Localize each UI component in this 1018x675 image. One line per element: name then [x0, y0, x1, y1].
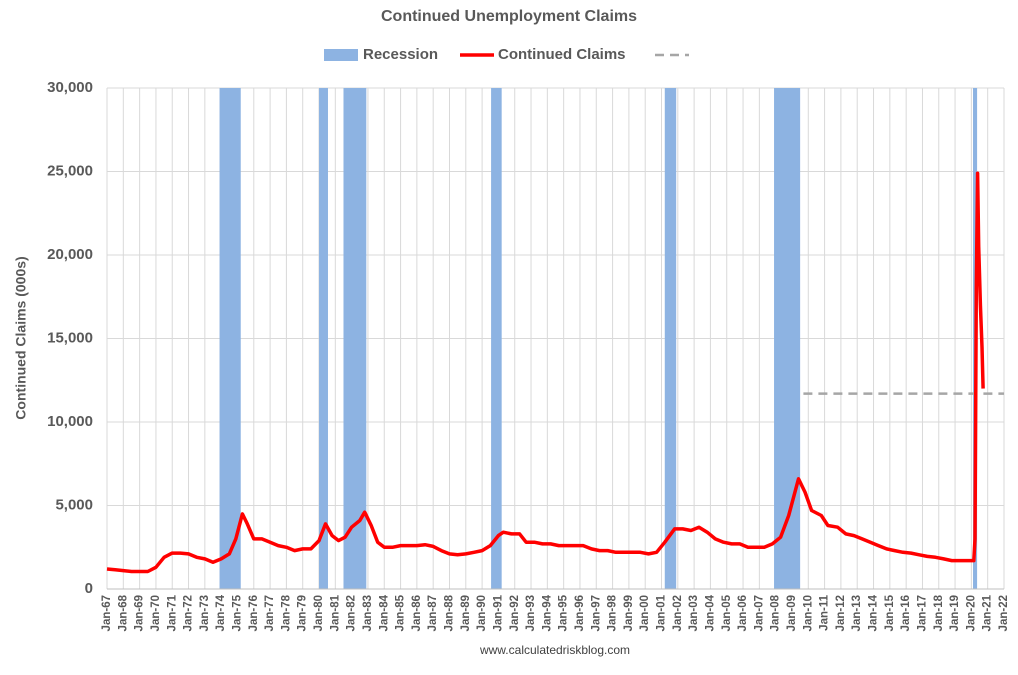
x-tick-label: Jan-07 [753, 595, 765, 631]
recession-band [664, 88, 677, 589]
x-tick-label: Jan-67 [101, 595, 113, 631]
x-tick-label: Jan-01 [656, 594, 668, 631]
y-axis-label: Continued Claims (000s) [13, 256, 29, 419]
x-tick-label: Jan-96 [574, 595, 586, 631]
recession-band [319, 88, 328, 589]
x-tick-label: Jan-75 [232, 594, 244, 631]
x-tick-label: Jan-18 [933, 594, 945, 631]
legend-label: Continued Claims [498, 46, 626, 63]
x-tick-label: Jan-78 [280, 594, 292, 631]
x-tick-label: Jan-84 [378, 594, 390, 631]
legend-label: Recession [363, 46, 438, 63]
recession-band [219, 88, 241, 589]
x-tick-label: Jan-11 [819, 594, 831, 630]
x-tick-label: Jan-70 [150, 595, 162, 631]
x-tick-label: Jan-98 [607, 594, 619, 631]
x-tick-label: Jan-73 [199, 595, 211, 631]
x-tick-label: Jan-91 [492, 594, 504, 631]
x-tick-label: Jan-77 [264, 595, 276, 631]
x-tick-label: Jan-88 [444, 594, 456, 631]
x-tick-label: Jan-68 [117, 594, 129, 631]
x-tick-label: Jan-79 [297, 595, 309, 631]
x-tick-label: Jan-93 [525, 595, 537, 631]
x-tick-label: Jan-87 [427, 595, 439, 631]
x-tick-label: Jan-09 [786, 595, 798, 631]
y-tick-label: 30,000 [47, 79, 93, 96]
x-tick-label: Jan-80 [313, 595, 325, 631]
x-tick-label: Jan-90 [476, 595, 488, 631]
y-tick-label: 5,000 [55, 496, 93, 513]
x-tick-label: Jan-00 [639, 595, 651, 631]
x-tick-label: Jan-04 [704, 594, 716, 631]
recession-band [343, 88, 367, 589]
x-tick-label: Jan-06 [737, 595, 749, 631]
x-tick-label: Jan-13 [851, 595, 863, 631]
x-tick-label: Jan-08 [770, 594, 782, 631]
x-tick-label: Jan-22 [998, 595, 1010, 631]
legend-swatch [324, 49, 358, 61]
x-tick-label: Jan-69 [134, 595, 146, 631]
x-tick-label: Jan-12 [835, 595, 847, 631]
x-tick-label: Jan-72 [183, 595, 195, 631]
recession-band [491, 88, 502, 589]
x-tick-label: Jan-76 [248, 595, 260, 631]
y-tick-label: 20,000 [47, 246, 93, 263]
y-tick-label: 10,000 [47, 413, 93, 430]
y-tick-label: 15,000 [47, 329, 93, 346]
x-tick-label: Jan-89 [460, 595, 472, 631]
x-tick-label: Jan-74 [215, 594, 227, 631]
x-tick-label: Jan-03 [688, 595, 700, 631]
x-tick-label: Jan-81 [329, 594, 341, 631]
x-tick-label: Jan-95 [558, 594, 570, 631]
x-tick-label: Jan-94 [541, 594, 553, 631]
x-tick-label: Jan-15 [884, 594, 896, 631]
x-tick-label: Jan-21 [982, 594, 994, 631]
x-tick-label: Jan-10 [802, 595, 814, 631]
y-tick-label: 25,000 [47, 162, 93, 179]
x-tick-label: Jan-20 [965, 595, 977, 631]
x-tick-label: Jan-82 [346, 595, 358, 631]
x-tick-label: Jan-02 [672, 595, 684, 631]
x-tick-label: Jan-16 [900, 595, 912, 631]
x-tick-label: Jan-17 [916, 595, 928, 631]
recession-band [774, 88, 801, 589]
x-tick-label: Jan-19 [949, 595, 961, 631]
series-line [106, 171, 985, 574]
x-tick-label: Jan-99 [623, 595, 635, 631]
chart-title: Continued Unemployment Claims [381, 8, 637, 25]
x-tick-label: Jan-85 [395, 594, 407, 631]
x-tick-label: Jan-97 [590, 595, 602, 631]
x-tick-label: Jan-14 [868, 594, 880, 631]
x-tick-label: Jan-86 [411, 595, 423, 631]
source: www.calculatedriskblog.com [479, 643, 630, 657]
x-tick-label: Jan-83 [362, 595, 374, 631]
x-tick-label: Jan-05 [721, 594, 733, 631]
y-tick-label: 0 [85, 580, 93, 597]
x-tick-label: Jan-71 [166, 594, 178, 631]
x-tick-label: Jan-92 [509, 595, 521, 631]
